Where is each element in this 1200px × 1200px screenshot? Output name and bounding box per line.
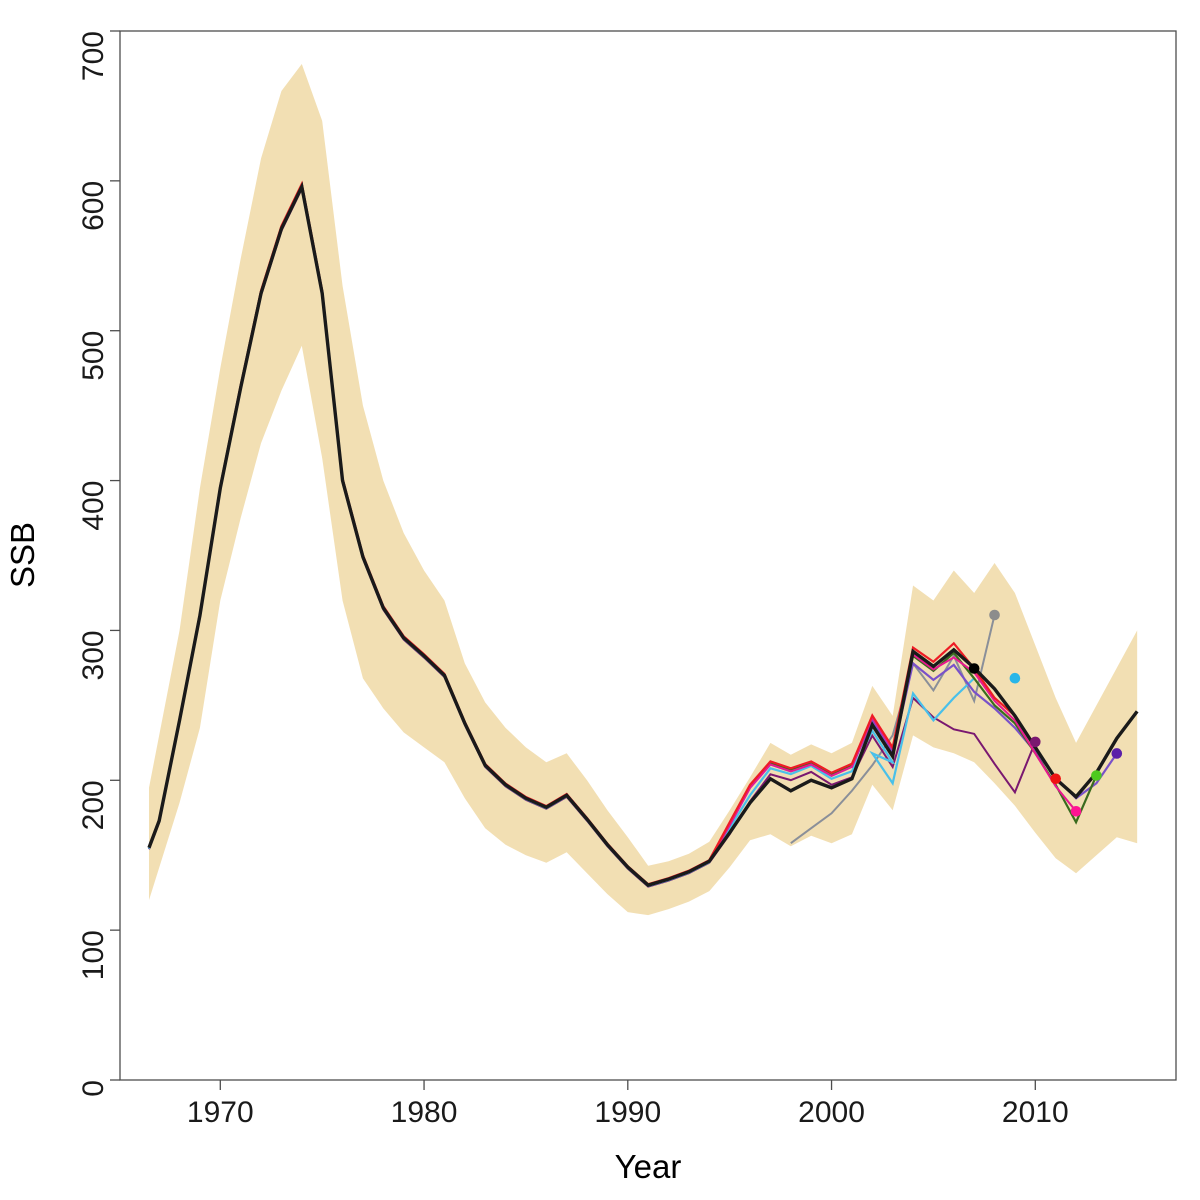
svg-text:0: 0 (77, 1080, 110, 1097)
svg-text:2010: 2010 (1002, 1096, 1069, 1129)
svg-text:100: 100 (77, 930, 110, 980)
svg-text:1990: 1990 (594, 1096, 661, 1129)
svg-text:2000: 2000 (798, 1096, 865, 1129)
svg-text:500: 500 (77, 331, 110, 381)
svg-text:300: 300 (77, 630, 110, 680)
svg-text:SSB: SSB (4, 522, 41, 588)
svg-text:700: 700 (77, 31, 110, 81)
svg-text:400: 400 (77, 481, 110, 531)
svg-text:200: 200 (77, 780, 110, 830)
svg-text:Year: Year (615, 1148, 682, 1185)
svg-text:600: 600 (77, 181, 110, 231)
svg-text:1970: 1970 (187, 1096, 254, 1129)
svg-text:1980: 1980 (391, 1096, 458, 1129)
